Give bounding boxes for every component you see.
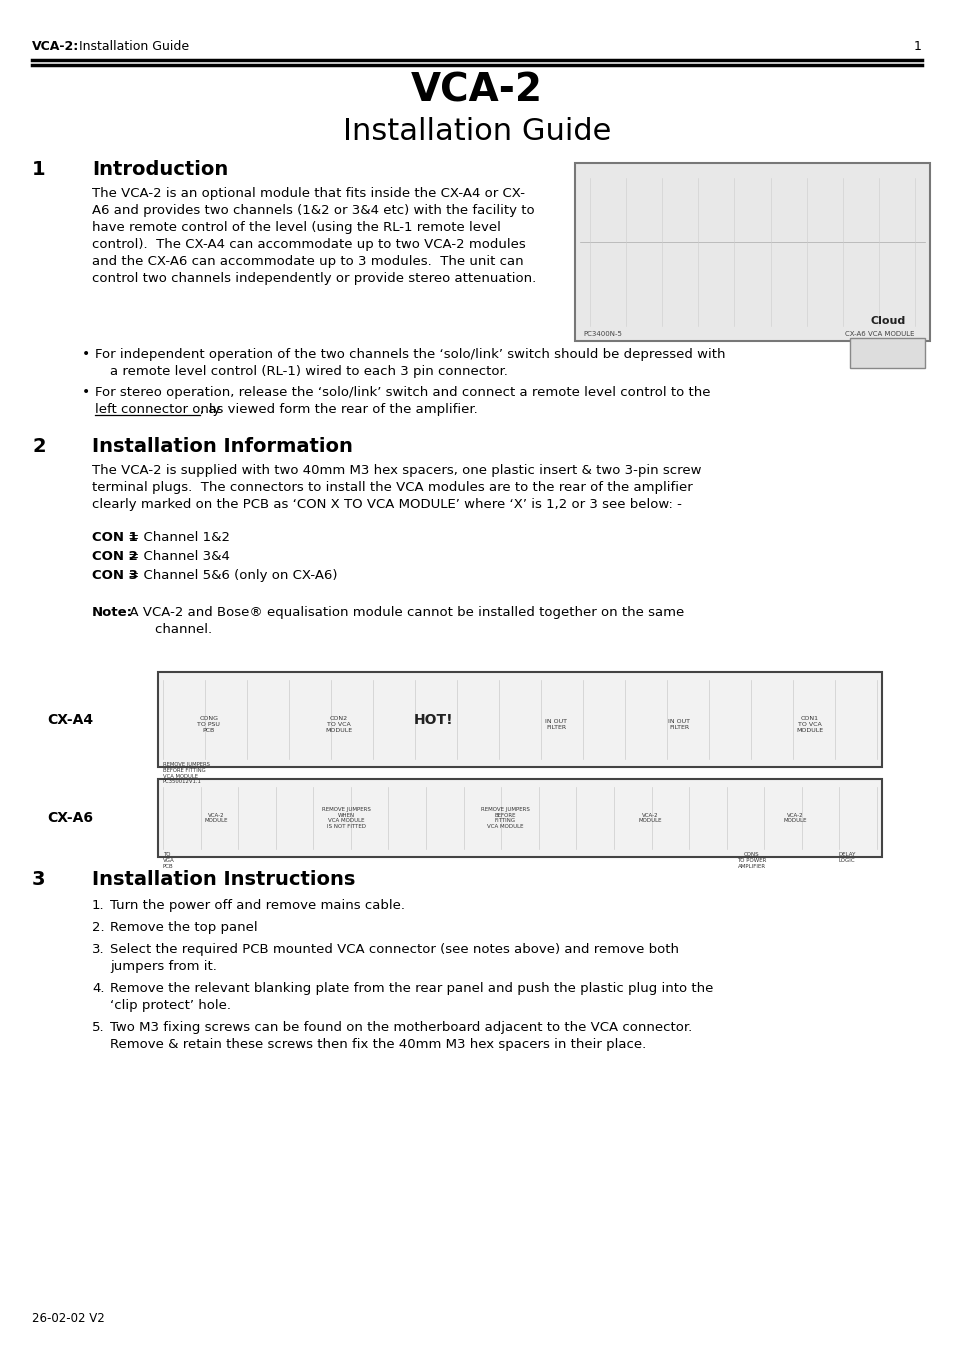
Text: clearly marked on the PCB as ‘CON X TO VCA MODULE’ where ‘X’ is 1,2 or 3 see bel: clearly marked on the PCB as ‘CON X TO V… <box>91 499 681 511</box>
Text: CX-A6 VCA MODULE: CX-A6 VCA MODULE <box>844 331 914 336</box>
Text: 1: 1 <box>913 41 921 53</box>
Text: Installation Information: Installation Information <box>91 436 353 457</box>
Text: 3: 3 <box>32 870 46 889</box>
Bar <box>849 338 924 367</box>
Text: CON2
TO VCA
MODULE: CON2 TO VCA MODULE <box>325 716 353 732</box>
Bar <box>158 671 882 767</box>
Text: 2.: 2. <box>91 921 105 934</box>
Text: CONS
TO POWER
AMPLIFIER: CONS TO POWER AMPLIFIER <box>737 852 766 869</box>
Text: CON1
TO VCA
MODULE: CON1 TO VCA MODULE <box>795 716 822 732</box>
Text: PC3400N-5: PC3400N-5 <box>582 331 621 336</box>
Text: VCA-2: VCA-2 <box>411 72 542 109</box>
Text: CONG
TO PSU
PCB: CONG TO PSU PCB <box>197 716 220 732</box>
Text: Remove the top panel: Remove the top panel <box>110 921 257 934</box>
Text: Turn the power off and remove mains cable.: Turn the power off and remove mains cabl… <box>110 898 405 912</box>
Text: •: • <box>82 347 91 361</box>
Text: HOT!: HOT! <box>413 712 453 727</box>
Text: Installation Instructions: Installation Instructions <box>91 870 355 889</box>
Text: 1.: 1. <box>91 898 105 912</box>
Text: channel.: channel. <box>121 623 212 636</box>
Text: 1: 1 <box>32 159 46 178</box>
Text: The VCA-2 is supplied with two 40mm M3 hex spacers, one plastic insert & two 3-p: The VCA-2 is supplied with two 40mm M3 h… <box>91 463 700 477</box>
Text: Installation Guide: Installation Guide <box>342 118 611 146</box>
Text: VCA-2
MODULE: VCA-2 MODULE <box>204 812 228 823</box>
Text: = Channel 1&2: = Channel 1&2 <box>124 531 230 544</box>
Text: TO
VGA
PCB: TO VGA PCB <box>163 852 174 869</box>
Text: CON 3: CON 3 <box>91 569 138 582</box>
Text: terminal plugs.  The connectors to install the VCA modules are to the rear of th: terminal plugs. The connectors to instal… <box>91 481 692 494</box>
Text: Installation Guide: Installation Guide <box>75 41 189 53</box>
Text: 2: 2 <box>32 436 46 457</box>
Text: Remove the relevant blanking plate from the rear panel and push the plastic plug: Remove the relevant blanking plate from … <box>110 982 713 994</box>
Text: 4.: 4. <box>91 982 105 994</box>
Text: control two channels independently or provide stereo attenuation.: control two channels independently or pr… <box>91 272 536 285</box>
Text: VCA-2
MODULE: VCA-2 MODULE <box>782 812 806 823</box>
Text: DELAY
LOGIC: DELAY LOGIC <box>838 852 855 863</box>
Text: IN OUT
FILTER: IN OUT FILTER <box>544 719 567 730</box>
Text: IN OUT
FILTER: IN OUT FILTER <box>668 719 690 730</box>
Text: have remote control of the level (using the RL-1 remote level: have remote control of the level (using … <box>91 222 500 234</box>
Text: = Channel 5&6 (only on CX-A6): = Channel 5&6 (only on CX-A6) <box>124 569 337 582</box>
Text: •: • <box>82 385 91 399</box>
Text: jumpers from it.: jumpers from it. <box>110 961 216 973</box>
Text: ‘clip protect’ hole.: ‘clip protect’ hole. <box>110 998 231 1012</box>
Text: , as viewed form the rear of the amplifier.: , as viewed form the rear of the amplifi… <box>200 403 477 416</box>
Text: The VCA-2 is an optional module that fits inside the CX-A4 or CX-: The VCA-2 is an optional module that fit… <box>91 186 524 200</box>
Text: CON 1: CON 1 <box>91 531 137 544</box>
Text: Note:: Note: <box>91 607 132 619</box>
Text: and the CX-A6 can accommodate up to 3 modules.  The unit can: and the CX-A6 can accommodate up to 3 mo… <box>91 255 523 267</box>
Text: CON 2: CON 2 <box>91 550 137 563</box>
Text: Select the required PCB mounted VCA connector (see notes above) and remove both: Select the required PCB mounted VCA conn… <box>110 943 679 957</box>
Text: Cloud: Cloud <box>869 316 904 326</box>
Text: = Channel 3&4: = Channel 3&4 <box>124 550 230 563</box>
Text: CX-A6: CX-A6 <box>47 811 92 825</box>
Bar <box>575 163 929 340</box>
Text: Remove & retain these screws then fix the 40mm M3 hex spacers in their place.: Remove & retain these screws then fix th… <box>110 1038 645 1051</box>
Text: VCA-2
MODULE: VCA-2 MODULE <box>638 812 661 823</box>
Text: 5.: 5. <box>91 1021 105 1034</box>
Text: a remote level control (RL-1) wired to each 3 pin connector.: a remote level control (RL-1) wired to e… <box>110 365 507 378</box>
Text: VCA-2:: VCA-2: <box>32 41 79 53</box>
Text: CX-A4: CX-A4 <box>47 712 93 727</box>
Text: REMOVE JUMPERS
WHEN
VCA MODULE
IS NOT FITTED: REMOVE JUMPERS WHEN VCA MODULE IS NOT FI… <box>321 807 371 830</box>
Text: control).  The CX-A4 can accommodate up to two VCA-2 modules: control). The CX-A4 can accommodate up t… <box>91 238 525 251</box>
Text: 26-02-02 V2: 26-02-02 V2 <box>32 1312 105 1325</box>
Bar <box>158 780 882 857</box>
Text: A6 and provides two channels (1&2 or 3&4 etc) with the facility to: A6 and provides two channels (1&2 or 3&4… <box>91 204 534 218</box>
Text: 3.: 3. <box>91 943 105 957</box>
Text: REMOVE JUMPERS
BEFORE FITTING
VCA MODULE
PC350012V1.1: REMOVE JUMPERS BEFORE FITTING VCA MODULE… <box>163 762 210 785</box>
Text: Introduction: Introduction <box>91 159 228 178</box>
Text: left connector only: left connector only <box>95 403 220 416</box>
Text: REMOVE JUMPERS
BEFORE
FITTING
VCA MODULE: REMOVE JUMPERS BEFORE FITTING VCA MODULE <box>480 807 530 830</box>
Text: Two M3 fixing screws can be found on the motherboard adjacent to the VCA connect: Two M3 fixing screws can be found on the… <box>110 1021 692 1034</box>
Text: A VCA-2 and Bose® equalisation module cannot be installed together on the same: A VCA-2 and Bose® equalisation module ca… <box>121 607 683 619</box>
Text: For independent operation of the two channels the ‘solo/link’ switch should be d: For independent operation of the two cha… <box>95 349 724 361</box>
Text: For stereo operation, release the ‘solo/link’ switch and connect a remote level : For stereo operation, release the ‘solo/… <box>95 386 710 399</box>
